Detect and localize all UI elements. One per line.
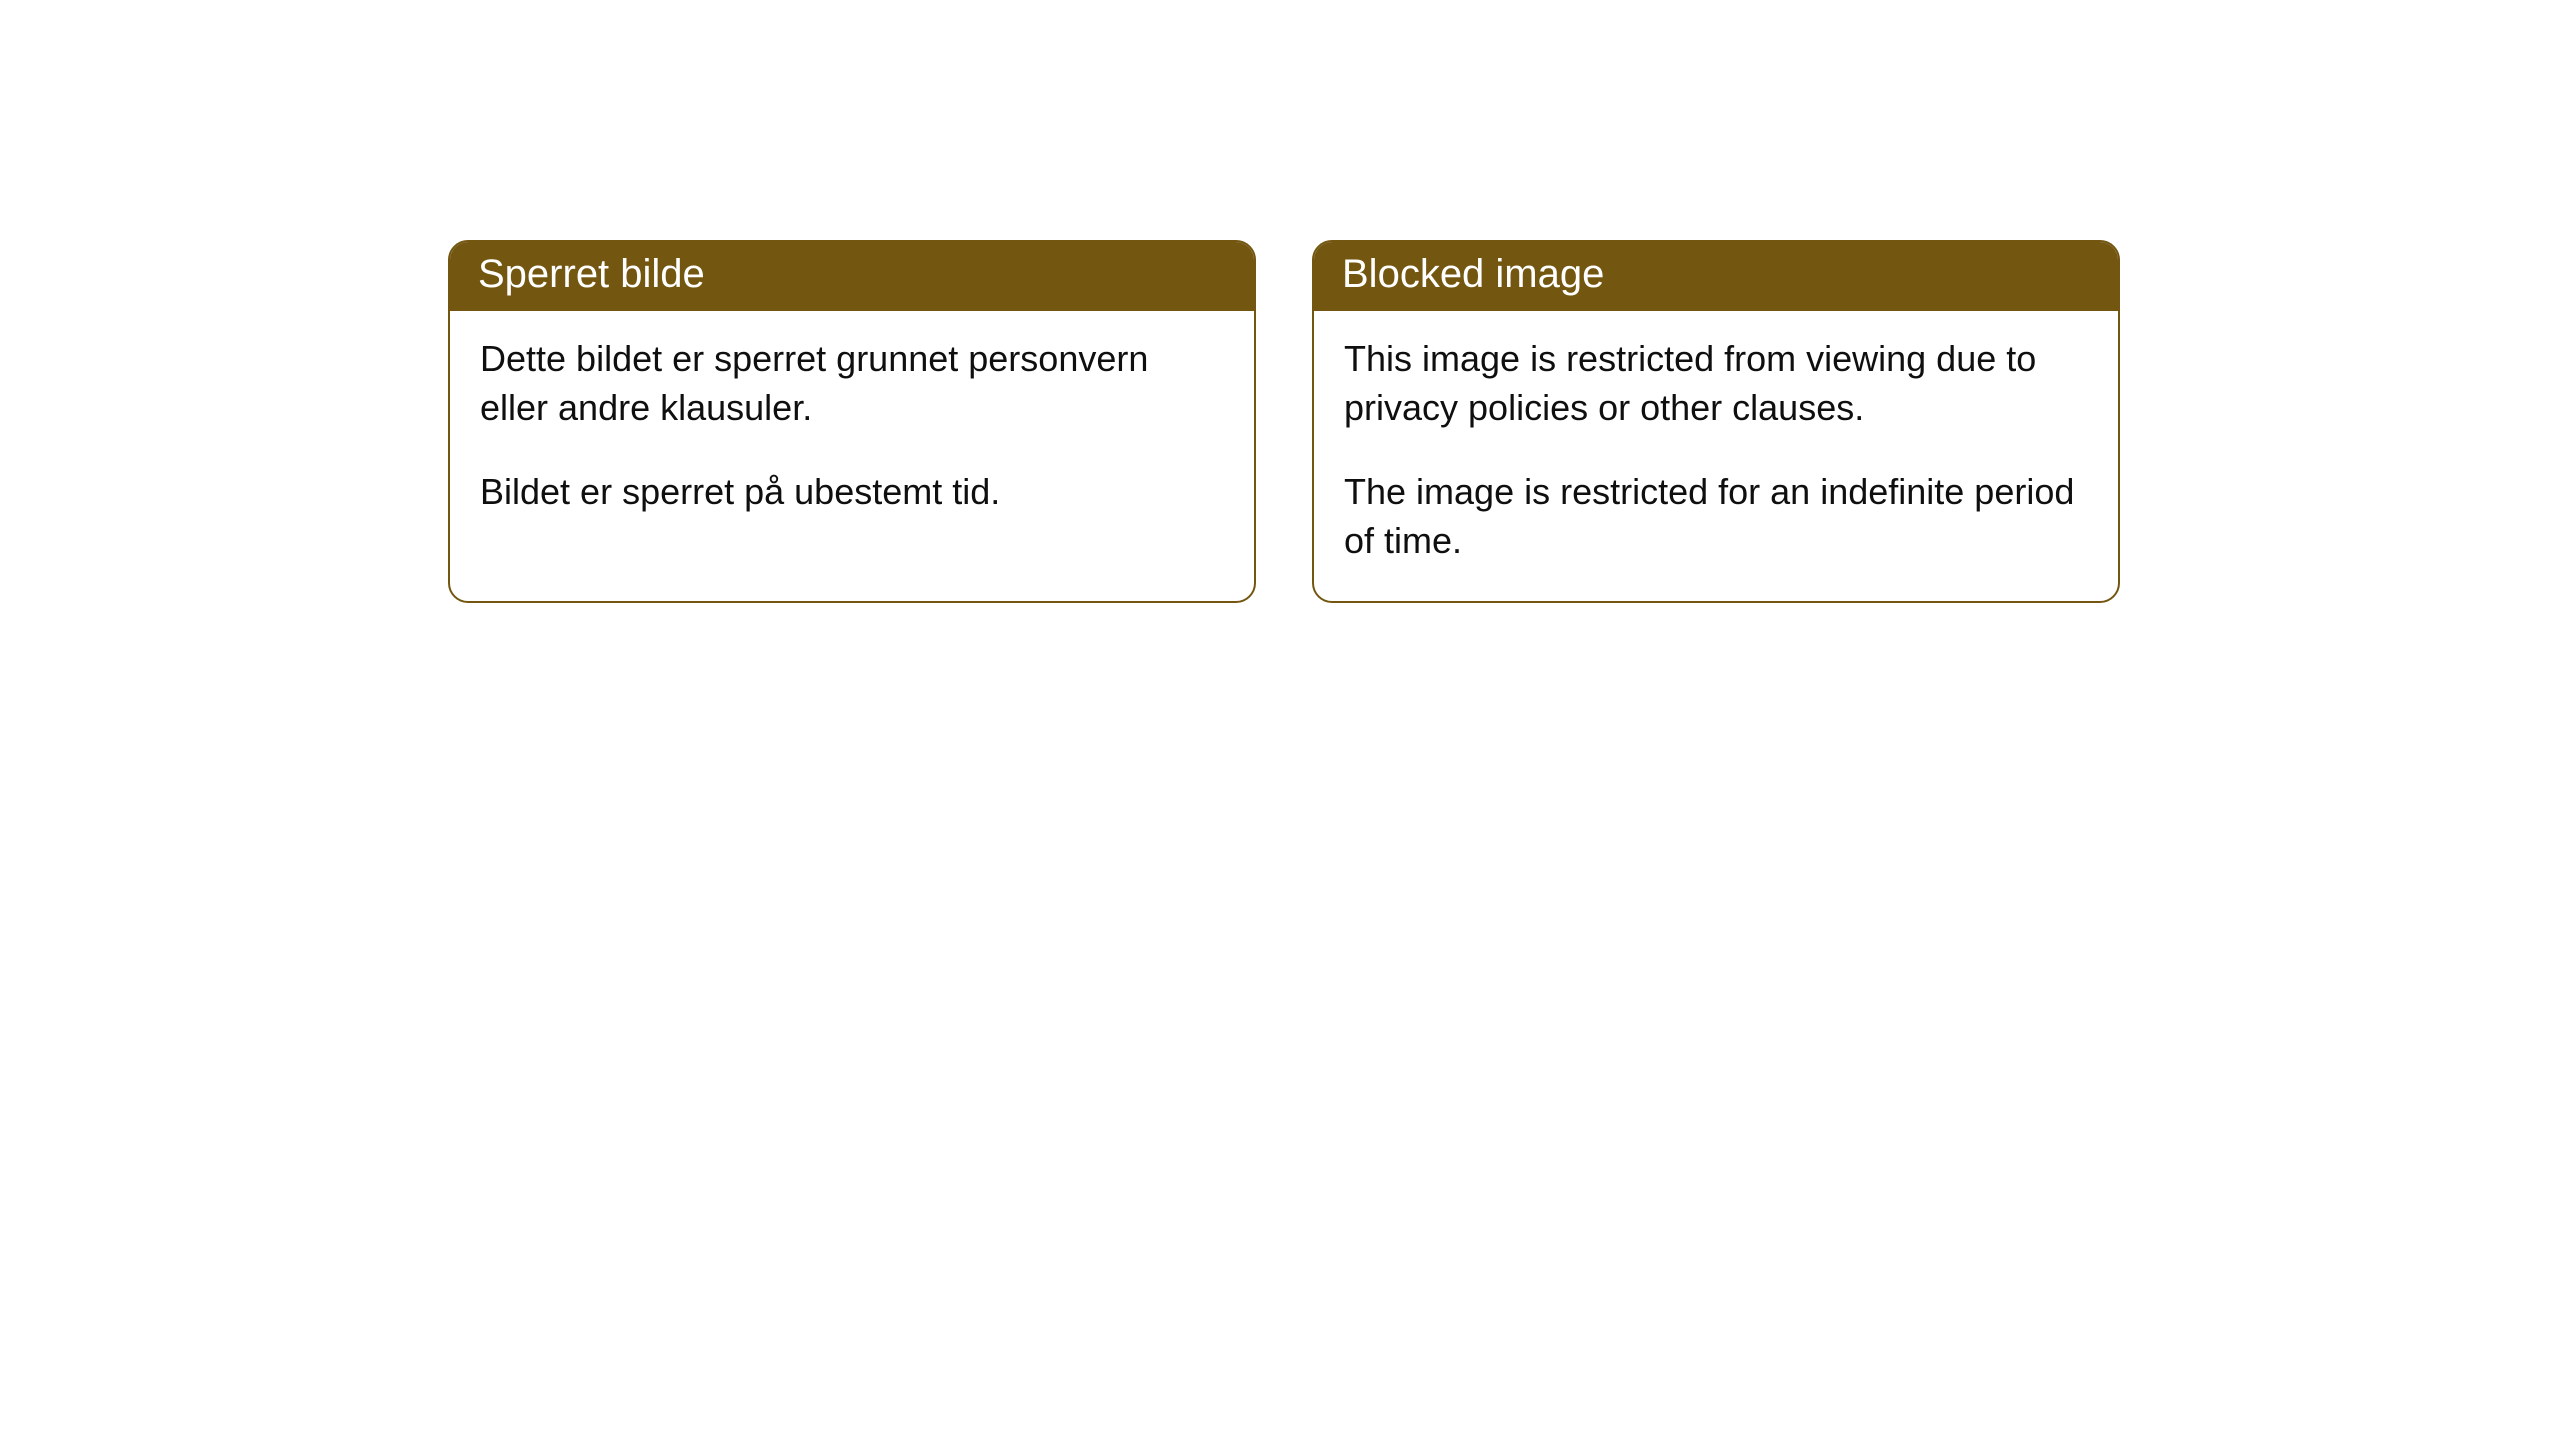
card-header: Sperret bilde (450, 242, 1254, 311)
card-paragraph: The image is restricted for an indefinit… (1344, 468, 2088, 565)
card-blocked-norwegian: Sperret bilde Dette bildet er sperret gr… (448, 240, 1256, 603)
card-header: Blocked image (1314, 242, 2118, 311)
card-body: Dette bildet er sperret grunnet personve… (450, 311, 1254, 553)
card-body: This image is restricted from viewing du… (1314, 311, 2118, 601)
card-paragraph: This image is restricted from viewing du… (1344, 335, 2088, 432)
card-blocked-english: Blocked image This image is restricted f… (1312, 240, 2120, 603)
card-container: Sperret bilde Dette bildet er sperret gr… (0, 0, 2560, 603)
card-paragraph: Bildet er sperret på ubestemt tid. (480, 468, 1224, 517)
card-paragraph: Dette bildet er sperret grunnet personve… (480, 335, 1224, 432)
